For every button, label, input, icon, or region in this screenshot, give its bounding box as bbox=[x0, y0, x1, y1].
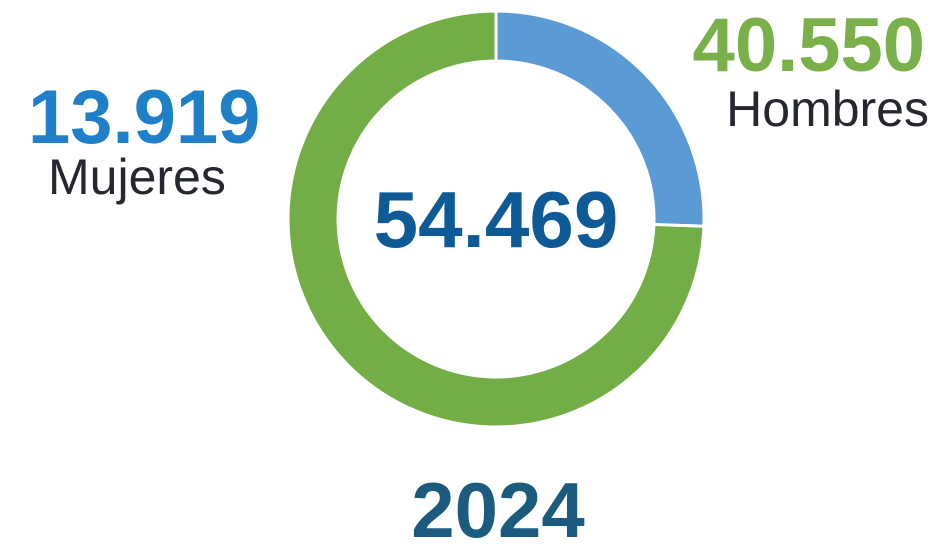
hombres-value: 40.550 bbox=[692, 3, 925, 88]
slice-hombres bbox=[286, 9, 706, 429]
hombres-label: Hombres bbox=[726, 81, 929, 137]
year-label: 2024 bbox=[411, 466, 585, 554]
mujeres-value: 13.919 bbox=[28, 75, 261, 160]
total-value: 54.469 bbox=[373, 175, 619, 264]
mujeres-label: Mujeres bbox=[48, 149, 226, 205]
